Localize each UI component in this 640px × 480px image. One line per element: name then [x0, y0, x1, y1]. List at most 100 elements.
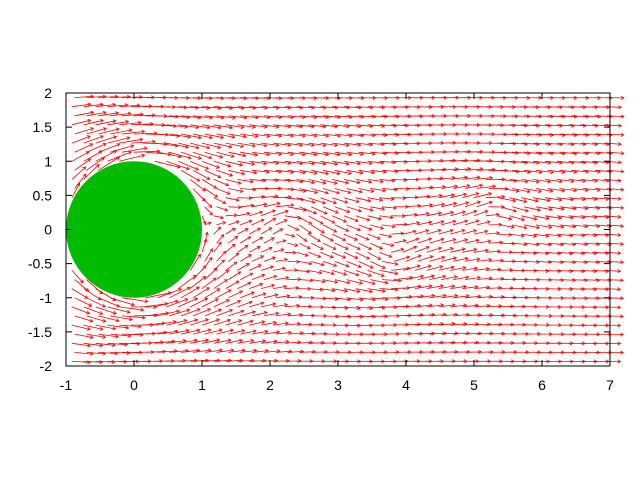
- field-arrow-head: [560, 206, 565, 211]
- field-arrow-head: [310, 143, 315, 147]
- field-arrow: [225, 124, 244, 128]
- field-arrow: [157, 133, 180, 137]
- field-arrow: [533, 160, 551, 164]
- field-arrow-head: [216, 165, 220, 169]
- field-arrow-head: [304, 253, 309, 257]
- field-arrow: [260, 284, 275, 289]
- field-arrow-head: [261, 273, 266, 278]
- field-arrow-head: [222, 221, 227, 225]
- field-arrow: [438, 323, 456, 326]
- field-arrow: [604, 288, 621, 290]
- field-arrow: [86, 157, 105, 171]
- y-tick-label: 2: [44, 85, 52, 101]
- field-arrow-head: [308, 261, 313, 266]
- field-arrow: [594, 261, 612, 263]
- field-arrow: [450, 229, 465, 235]
- field-arrow-head: [487, 239, 492, 244]
- field-arrow: [275, 151, 294, 155]
- x-tick-label: 1: [198, 377, 206, 393]
- field-arrow: [497, 179, 517, 182]
- field-arrow: [547, 242, 564, 246]
- field-arrow-head: [182, 338, 187, 343]
- field-arrow: [604, 215, 621, 218]
- field-arrow: [237, 360, 255, 362]
- field-arrow-head: [380, 273, 385, 278]
- field-arrow-head: [597, 114, 602, 119]
- field-arrow-head: [219, 154, 224, 159]
- field-arrow-head: [512, 277, 517, 282]
- field-arrow-head: [342, 237, 347, 241]
- field-arrow-head: [209, 248, 213, 253]
- field-arrow: [237, 320, 254, 326]
- field-arrow: [367, 179, 384, 182]
- field-arrow-head: [167, 152, 172, 157]
- field-arrow-head: [217, 308, 222, 313]
- field-arrow-head: [371, 281, 376, 286]
- field-arrow-head: [345, 228, 350, 232]
- field-arrow-head: [87, 118, 92, 123]
- field-arrow-head: [292, 250, 297, 255]
- field-arrow: [225, 142, 244, 147]
- field-arrow: [417, 186, 434, 189]
- field-arrow: [299, 115, 317, 118]
- field-arrow: [180, 286, 200, 299]
- field-arrow-head: [342, 255, 347, 259]
- field-arrow: [311, 242, 324, 250]
- field-arrow: [488, 333, 505, 335]
- field-arrow-head: [99, 135, 104, 139]
- field-arrow: [296, 306, 312, 308]
- field-arrow: [334, 315, 351, 318]
- field-arrow-head: [82, 173, 87, 178]
- field-arrow-head: [487, 340, 492, 345]
- field-arrow-head: [475, 219, 480, 224]
- field-arrow: [308, 288, 323, 291]
- field-arrow: [322, 297, 339, 300]
- field-arrow-head: [618, 142, 622, 146]
- field-arrow-head: [557, 215, 562, 220]
- field-arrow: [204, 267, 218, 280]
- field-arrow-head: [620, 132, 625, 137]
- field-arrow-head: [431, 331, 436, 336]
- field-arrow-head: [570, 197, 575, 202]
- field-arrow-head: [241, 348, 246, 353]
- field-arrow: [580, 215, 597, 218]
- field-arrow: [216, 206, 228, 211]
- field-arrow-head: [309, 278, 314, 283]
- field-arrow: [331, 270, 347, 276]
- field-arrow: [213, 106, 233, 109]
- field-arrow-head: [617, 305, 622, 310]
- field-arrow-head: [214, 194, 218, 198]
- field-arrow-head: [333, 263, 338, 267]
- field-arrow-head: [205, 287, 210, 291]
- field-arrow: [556, 160, 575, 164]
- field-arrow-head: [383, 169, 387, 174]
- field-arrow-head: [276, 330, 281, 335]
- field-arrow: [544, 160, 563, 164]
- field-arrow: [580, 179, 598, 182]
- field-arrow: [201, 142, 221, 149]
- field-arrow: [83, 324, 103, 330]
- field-arrow: [216, 251, 226, 262]
- field-arrow: [157, 288, 182, 299]
- field-arrow-head: [569, 215, 574, 220]
- field-arrow-head: [208, 204, 213, 208]
- field-arrow: [429, 186, 446, 189]
- field-arrow-head: [295, 227, 300, 231]
- field-arrow-head: [404, 159, 409, 164]
- field-arrow: [343, 142, 361, 146]
- field-arrow: [201, 339, 220, 344]
- field-arrow: [462, 248, 477, 253]
- field-arrow-head: [356, 180, 361, 185]
- field-arrow-head: [369, 289, 374, 294]
- field-arrow: [213, 319, 231, 326]
- field-arrow: [332, 160, 349, 165]
- field-arrow: [142, 322, 165, 326]
- field-arrow-head: [397, 296, 401, 301]
- field-arrow-head: [97, 296, 102, 301]
- field-arrow: [133, 314, 158, 317]
- field-arrow: [417, 204, 433, 208]
- field-arrow: [74, 297, 92, 307]
- field-arrow: [251, 330, 268, 335]
- field-arrow-head: [278, 133, 283, 138]
- field-arrow-head: [249, 272, 254, 277]
